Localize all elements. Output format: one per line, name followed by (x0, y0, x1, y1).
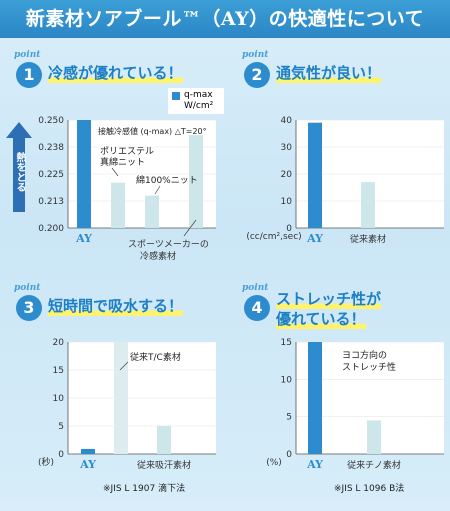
x-category-label: AY (75, 232, 92, 245)
chart-2: 40 30 20 10 0 AY (cc/cm²,sec) 従来素材 (246, 116, 444, 245)
annotation: 従来T/C素材 (130, 351, 181, 363)
annotation: ヨコ方向の (342, 349, 387, 361)
point-2-title: 通気性が良い！ (276, 64, 382, 83)
heat-arrow: 熱をとる (6, 122, 32, 212)
point-word: point (14, 50, 41, 60)
y-unit-label: (%) (266, 458, 282, 468)
bar (361, 182, 375, 228)
y-tick-label: 30 (281, 143, 293, 153)
annotation: ストレッチ性 (342, 361, 396, 373)
point-number: 3 (16, 295, 42, 321)
point-4-title: ストレッチ性が 優れている！ (276, 289, 382, 330)
bar-label: ポリエステル (100, 146, 154, 157)
point-2-panel: point 2 通気性が良い！ (228, 50, 450, 278)
arrow-up-icon (6, 122, 32, 212)
bar (81, 448, 95, 454)
bar (111, 182, 125, 228)
y-tick-label: 5 (286, 413, 292, 423)
y-tick-label: 0.238 (38, 143, 64, 153)
page-header: 新素材ソアブール™（AY）の快適性について (0, 0, 450, 38)
y-tick-label: 5 (58, 422, 64, 432)
label-leader (119, 361, 129, 371)
y-tick-label: 0.225 (38, 170, 64, 180)
page-title: 新素材ソアブール™（AY）の快適性について (25, 8, 425, 30)
y-tick-label: 15 (53, 366, 64, 376)
bar (308, 122, 322, 228)
y-tick-label: 20 (53, 338, 65, 348)
point-word: point (242, 283, 269, 293)
bar-label: 綿100%ニット (136, 174, 198, 186)
bar-label: 冷感素材 (140, 250, 176, 262)
point-4-title-line-2: 優れている！ (276, 309, 366, 329)
y-tick-label: 0.250 (38, 116, 64, 126)
point-4-badge: point 4 (236, 283, 270, 323)
x-category-label: 従来素材 (350, 233, 386, 245)
bar-label: スポーツメーカーの (128, 239, 209, 250)
bar (308, 342, 322, 454)
legend-swatch (172, 92, 180, 100)
point-number: 2 (244, 62, 270, 88)
point-1-title: 冷感が優れている！ (48, 64, 183, 83)
point-word: point (242, 50, 269, 60)
bar (157, 426, 171, 454)
label-leader (111, 167, 119, 177)
point-1-badge: point 1 (8, 50, 42, 90)
y-tick-label: 10 (281, 197, 293, 207)
y-tick-label: 40 (281, 116, 293, 126)
point-3-panel: point 3 短時間で吸水する！ (0, 283, 222, 511)
y-tick-label: 0.213 (38, 197, 64, 207)
bar-label: 真綿ニット (100, 156, 145, 168)
point-3-badge: point 3 (8, 283, 42, 323)
y-tick-label: 0 (286, 450, 292, 460)
y-tick-label: 10 (281, 375, 293, 385)
point-number: 1 (16, 62, 42, 88)
x-category-label: AY (306, 458, 323, 471)
point-word: point (14, 283, 41, 293)
point-2-badge: point 2 (236, 50, 270, 90)
point-1-panel: point 1 冷感が優れている！ (0, 50, 222, 278)
x-category-label: AY (306, 232, 323, 245)
bar (145, 195, 159, 228)
bar (367, 420, 381, 454)
y-tick-label: 20 (281, 170, 293, 180)
x-category-label: 従来チノ素材 (347, 459, 401, 471)
point-4-panel: point 4 ストレッチ性が 優れている！ (228, 283, 450, 511)
label-leader (154, 185, 161, 195)
x-category-label: 従来吸汗素材 (137, 459, 191, 471)
y-unit-label: (秒) (38, 456, 54, 468)
reference-bar (114, 342, 128, 454)
bar (189, 135, 203, 228)
y-tick-label: 10 (53, 394, 65, 404)
chart-4-note: ※JIS L 1096 B法 (334, 484, 405, 494)
legend-label: q-max (184, 90, 213, 100)
point-4-title-line-1: ストレッチ性が (276, 289, 382, 309)
chart-1: 0.250 0.238 0.225 0.213 0.200 AY 接触冷感値 (q-max)… (38, 116, 216, 262)
heat-arrow-label: 熱をとる (14, 152, 25, 192)
y-tick-label: 0.200 (38, 224, 64, 234)
chart-title: 接触冷感値 (q-max) △T=20° (98, 126, 207, 136)
y-tick-label: 0 (58, 450, 64, 460)
y-tick-label: 15 (281, 338, 292, 348)
chart-1-legend: q-max W/cm² (168, 88, 224, 114)
y-unit-label: (cc/cm²,sec) (246, 232, 301, 242)
bar (77, 120, 91, 228)
point-3-title: 短時間で吸水する！ (48, 297, 184, 316)
point-number: 4 (244, 295, 270, 321)
x-category-label: AY (79, 458, 96, 471)
y-tick-label: 0 (286, 224, 292, 234)
chart-3-note: ※JIS L 1907 滴下法 (103, 484, 186, 494)
label-leader (183, 219, 197, 237)
legend-unit: W/cm² (184, 101, 214, 111)
